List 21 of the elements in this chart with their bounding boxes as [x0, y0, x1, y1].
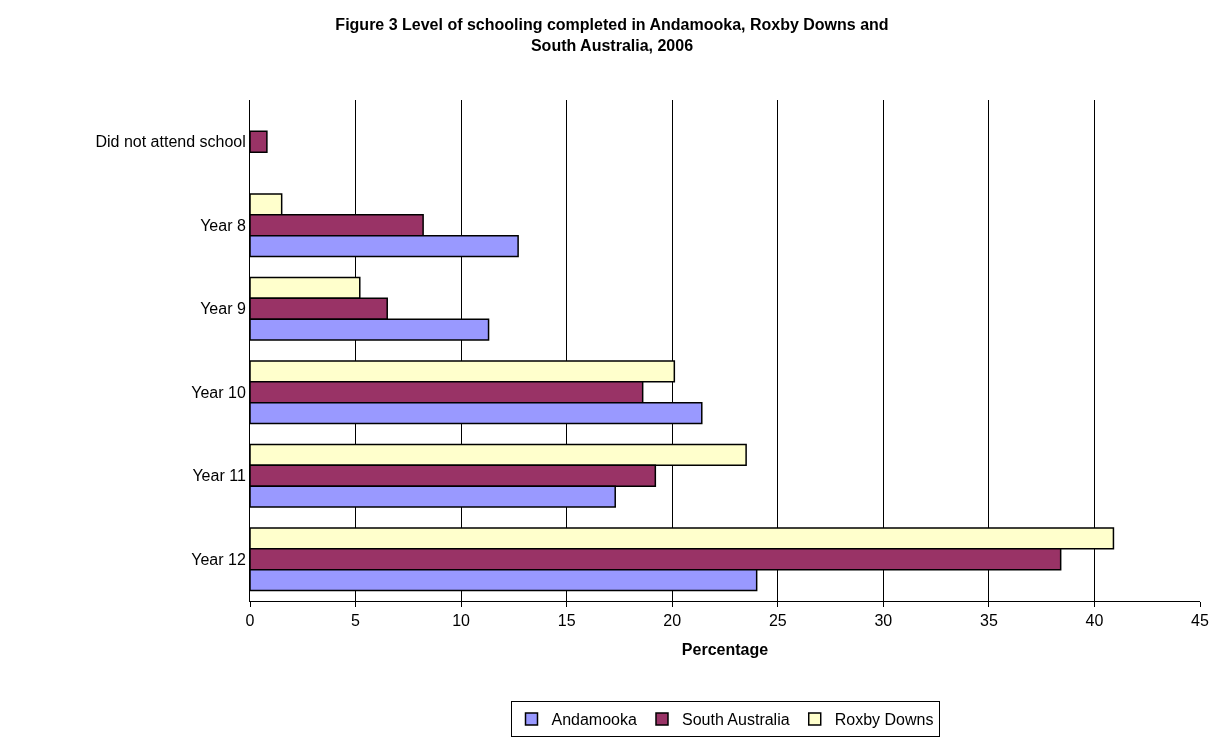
legend-label: South Australia: [681, 711, 790, 729]
y-tick-label: Year 12: [191, 550, 246, 568]
y-tick-label: Year 11: [192, 467, 246, 485]
y-tick-label: Did not attend school: [95, 133, 246, 151]
x-tick-label: 10: [452, 612, 471, 630]
x-tick-label: 15: [557, 612, 576, 630]
x-tick-label: 0: [245, 612, 255, 630]
y-tick-label: Year 10: [191, 383, 246, 401]
x-tick-label: 20: [663, 612, 682, 630]
x-tick-label: 25: [768, 612, 787, 630]
chart-title: Figure 3 Level of schooling completed in Andamooka, Roxby Downs and South Australia, 2006: [335, 15, 889, 54]
legend-label: Andamooka: [551, 711, 637, 729]
x-tick-label: 35: [979, 612, 998, 630]
x-tick-label: 40: [1085, 612, 1104, 630]
legend-label: Roxby Downs: [834, 711, 934, 729]
x-tick-label: 30: [874, 612, 893, 630]
y-tick-label: Year 9: [200, 300, 246, 318]
y-tick-label: Year 8: [200, 216, 246, 234]
x-tick-label: 5: [351, 612, 361, 630]
x-axis-title: Percentage: [681, 640, 769, 658]
x-tick-label: 45: [1191, 612, 1209, 630]
